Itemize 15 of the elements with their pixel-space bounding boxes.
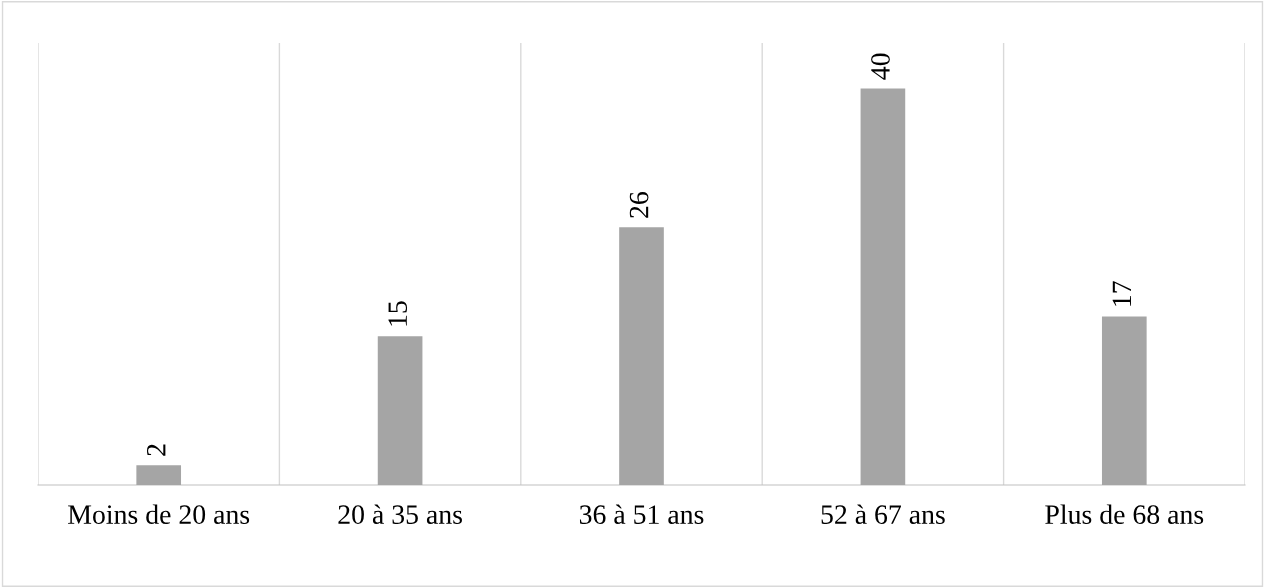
bar	[377, 336, 423, 485]
x-tick-label: 20 à 35 ans	[338, 504, 462, 524]
data-label: 26	[629, 192, 649, 218]
x-tick-label: Plus de 68 ans	[1045, 504, 1204, 524]
bar	[619, 227, 664, 485]
data-label: 2	[146, 444, 166, 456]
bar	[1101, 316, 1147, 485]
x-tick-label: Moins de 20 ans	[68, 504, 250, 524]
data-label: 40	[871, 53, 890, 80]
bar	[136, 465, 182, 485]
x-tick-label: 52 à 67 ans	[821, 504, 945, 524]
data-label: 17	[1112, 281, 1131, 306]
data-label: 15	[388, 301, 408, 326]
x-tick-label: 36 à 51 ans	[579, 504, 704, 524]
bar	[860, 88, 906, 485]
